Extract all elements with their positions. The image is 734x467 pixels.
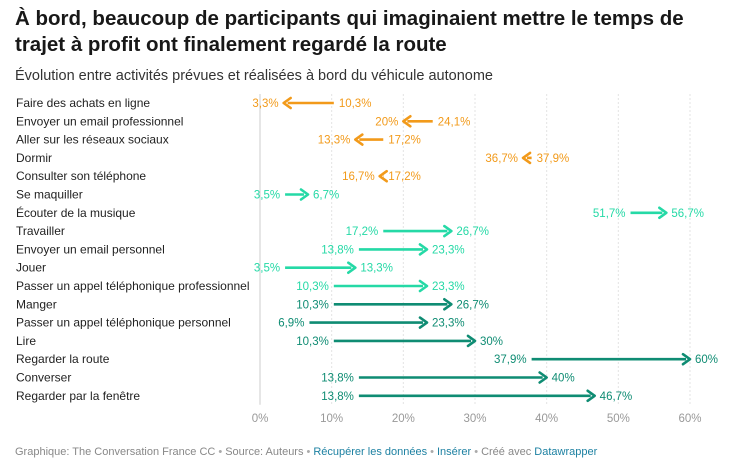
category-label: Passer un appel téléphonique personnel bbox=[16, 316, 231, 330]
arrow-head bbox=[354, 133, 364, 146]
arrow-end-label: 56,7% bbox=[671, 208, 704, 220]
footer-created-with: Créé avec bbox=[481, 446, 532, 458]
x-tick-label: 30% bbox=[463, 413, 486, 425]
arrow-start-label: 10,3% bbox=[296, 336, 329, 348]
arrow-end-label: 26,7% bbox=[456, 299, 489, 311]
arrow-start-label: 37,9% bbox=[494, 354, 527, 366]
category-label: Travailler bbox=[16, 224, 65, 238]
category-label: Converser bbox=[16, 371, 71, 385]
arrow-chart: 0% 10% 20% 30% 40% 50% 60% Faire des achats en … bbox=[16, 94, 718, 425]
arrow-head bbox=[443, 297, 453, 311]
arrow-end-label: 13,3% bbox=[318, 135, 351, 147]
arrow-head bbox=[299, 188, 310, 201]
arrow-end-label: 6,7% bbox=[313, 190, 339, 202]
category-label: Lire bbox=[16, 334, 36, 348]
arrow-start-label: 10,3% bbox=[339, 98, 372, 110]
arrow-end-label: 13,3% bbox=[360, 263, 393, 275]
arrow-head bbox=[347, 261, 357, 275]
arrow-head bbox=[658, 206, 668, 220]
footer-separator: • bbox=[474, 446, 479, 458]
category-label: Se maquiller bbox=[16, 188, 83, 202]
arrow-end-label: 20% bbox=[375, 116, 398, 128]
arrow-head bbox=[466, 334, 477, 348]
arrow-start-label: 17,2% bbox=[388, 135, 421, 147]
arrow-head bbox=[418, 316, 429, 329]
arrow-end-label: 26,7% bbox=[456, 226, 489, 238]
arrow-head bbox=[282, 96, 292, 110]
category-label: Consulter son téléphone bbox=[16, 169, 146, 183]
category-label: Manger bbox=[16, 297, 57, 311]
category-label: Envoyer un email professionnel bbox=[16, 114, 183, 128]
arrow-start-label: 51,7% bbox=[593, 208, 626, 220]
arrow-head bbox=[443, 224, 453, 238]
category-label: Regarder par la fenêtre bbox=[16, 389, 140, 403]
arrow-start-label: 13,8% bbox=[321, 391, 354, 403]
arrow-end-label: 23,3% bbox=[432, 318, 465, 330]
footer: Graphique: The Conversation France CC • So… bbox=[15, 446, 597, 458]
x-tick-label: 10% bbox=[320, 413, 343, 425]
footer-source: Source: Auteurs bbox=[225, 446, 304, 458]
category-label: Regarder la route bbox=[16, 352, 110, 366]
x-tick-label: 0% bbox=[252, 413, 269, 425]
footer-separator: • bbox=[218, 446, 223, 458]
arrow-head bbox=[586, 389, 596, 403]
arrow-end-label: 23,3% bbox=[432, 244, 465, 256]
arrow-head bbox=[521, 151, 532, 165]
arrow-end-label: 23,3% bbox=[432, 281, 465, 293]
arrow-start-label: 17,2% bbox=[346, 226, 379, 238]
footer-separator: • bbox=[430, 446, 434, 458]
chart-title: À bord, beaucoup de participants qui ima… bbox=[15, 7, 684, 56]
arrow-head bbox=[378, 169, 388, 183]
category-label: Faire des achats en ligne bbox=[16, 96, 150, 110]
arrow-head bbox=[418, 243, 429, 256]
arrow-end-label: 16,7% bbox=[342, 171, 375, 183]
category-label: Envoyer un email personnel bbox=[16, 242, 165, 256]
arrow-head bbox=[681, 352, 692, 366]
arrow-start-label: 37,9% bbox=[537, 153, 570, 165]
arrow-end-label: 30% bbox=[480, 336, 503, 348]
category-label: Écouter de la musique bbox=[16, 205, 136, 220]
arrow-end-label: 40% bbox=[552, 373, 575, 385]
chart-subtitle: Évolution entre activités prévues et réa… bbox=[15, 68, 493, 84]
datawrapper-link[interactable]: Datawrapper bbox=[534, 446, 598, 458]
arrow-start-label: 17,2% bbox=[388, 171, 421, 183]
category-label: Dormir bbox=[16, 151, 52, 165]
category-label: Aller sur les réseaux sociaux bbox=[16, 133, 169, 147]
x-tick-label: 50% bbox=[607, 413, 630, 425]
footer-separator: • bbox=[306, 446, 311, 458]
embed-link[interactable]: Insérer bbox=[436, 446, 472, 458]
arrow-end-label: 3,3% bbox=[252, 98, 278, 110]
arrow-start-label: 10,3% bbox=[296, 281, 329, 293]
arrow-end-label: 60% bbox=[695, 354, 718, 366]
arrow-head bbox=[402, 115, 412, 128]
x-tick-label: 60% bbox=[678, 413, 701, 425]
get-data-link[interactable]: Récupérer les données bbox=[313, 446, 428, 458]
arrow-start-label: 13,8% bbox=[321, 373, 354, 385]
category-label: Jouer bbox=[16, 261, 46, 275]
arrow-head bbox=[538, 371, 548, 384]
arrow-start-label: 10,3% bbox=[296, 299, 329, 311]
arrow-start-label: 24,1% bbox=[438, 116, 471, 128]
category-label: Passer un appel téléphonique professionn… bbox=[16, 279, 250, 293]
footer-credit: Graphique: The Conversation France CC bbox=[15, 446, 216, 458]
x-tick-label: 40% bbox=[535, 413, 558, 425]
arrow-start-label: 6,9% bbox=[278, 318, 304, 330]
arrow-end-label: 46,7% bbox=[600, 391, 633, 403]
x-tick-label: 20% bbox=[392, 413, 415, 425]
arrow-end-label: 36,7% bbox=[485, 153, 518, 165]
arrow-start-label: 3,5% bbox=[254, 263, 280, 275]
arrow-start-label: 3,5% bbox=[254, 190, 280, 202]
arrow-head bbox=[418, 279, 429, 293]
arrow-start-label: 13,8% bbox=[321, 244, 354, 256]
